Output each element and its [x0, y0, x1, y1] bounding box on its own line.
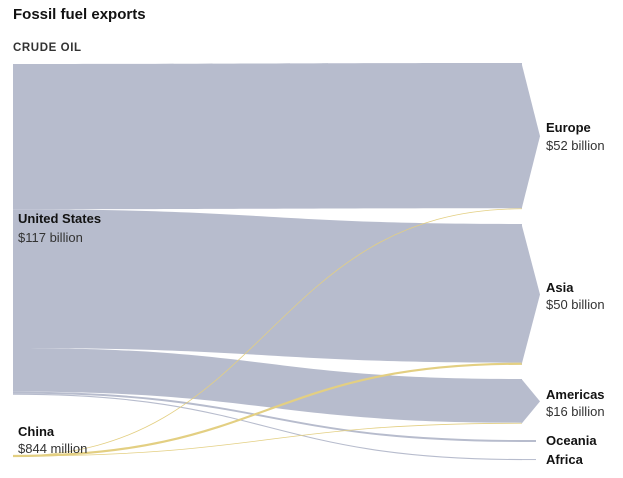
source-label-china: China [18, 424, 55, 439]
flow-china-to-europe [12, 208, 523, 457]
chart-title: Fossil fuel exports [13, 6, 146, 23]
arrow-tip-europe [521, 63, 540, 210]
flow-us-to-europe [13, 63, 522, 210]
arrow-tip-americas [521, 379, 540, 424]
target-label-europe: Europe [546, 120, 591, 135]
flow-us-to-americas [13, 347, 522, 423]
section-label: CRUDE OIL [13, 42, 82, 54]
source-value-china: $844 million [18, 441, 87, 456]
flow-us-to-oceania [12, 391, 523, 442]
source-value-us: $117 billion [18, 230, 83, 245]
target-label-americas: Americas [546, 387, 605, 402]
target-value-asia: $50 billion [546, 297, 605, 312]
flow-links [12, 63, 540, 461]
node-labels: United States $117 billion China $844 mi… [18, 120, 605, 467]
flow-us-to-asia [13, 209, 522, 363]
source-label-us: United States [18, 211, 101, 226]
flow-china-to-asia [12, 362, 523, 458]
target-label-oceania: Oceania [546, 433, 597, 448]
target-value-europe: $52 billion [546, 138, 605, 153]
target-label-africa: Africa [546, 452, 584, 467]
target-label-asia: Asia [546, 280, 574, 295]
flow-us-to-africa [12, 393, 523, 461]
arrow-tip-asia [521, 224, 540, 365]
flow-china-to-americas [12, 422, 523, 457]
target-value-americas: $16 billion [546, 404, 605, 419]
